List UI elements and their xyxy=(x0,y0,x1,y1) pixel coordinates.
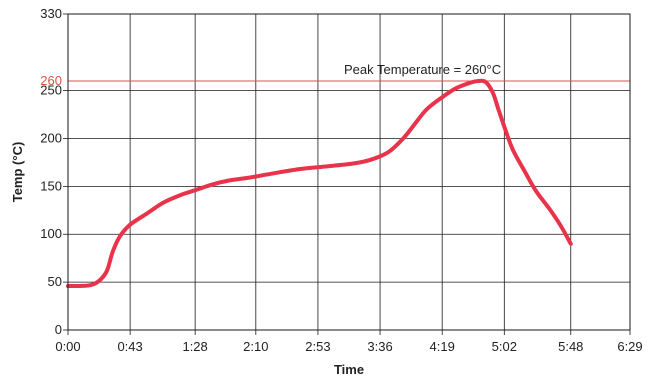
y-tick-label: 100 xyxy=(40,226,62,241)
reference-line-layer: 260 xyxy=(40,73,630,88)
series-layer xyxy=(66,78,573,289)
y-tick-label: 250 xyxy=(40,83,62,98)
x-tick-label: 2:10 xyxy=(243,339,268,354)
axes-layer: 0:00 0:43 1:28 2:10 2:53 3:36 4:19 5:02 5:48 6:29… xyxy=(40,6,642,354)
x-tick-label: 0:00 xyxy=(55,339,80,354)
y-axis-label: Temp (°C) xyxy=(10,142,25,203)
y-tick-label: 200 xyxy=(40,130,62,145)
y-tick-label: 50 xyxy=(48,274,62,289)
y-tick-label: 0 xyxy=(55,322,62,337)
temperature-series-line xyxy=(66,78,573,289)
x-tick-label: 1:28 xyxy=(182,339,207,354)
plot-frame xyxy=(67,13,631,331)
x-tick-label: 3:36 xyxy=(367,339,392,354)
x-tick-label: 5:48 xyxy=(558,339,583,354)
x-axis-label: Time xyxy=(334,362,364,377)
y-tick-label: 150 xyxy=(40,178,62,193)
x-tick-label: 4:19 xyxy=(430,339,455,354)
peak-reference-label: 260 xyxy=(40,73,62,88)
x-tick-label: 0:43 xyxy=(117,339,142,354)
peak-temperature-annotation: Peak Temperature = 260°C xyxy=(344,62,501,77)
y-tick-label: 330 xyxy=(40,6,62,21)
x-tick-label: 5:02 xyxy=(492,339,517,354)
x-tick-label: 6:29 xyxy=(617,339,642,354)
x-tick-label: 2:53 xyxy=(305,339,330,354)
